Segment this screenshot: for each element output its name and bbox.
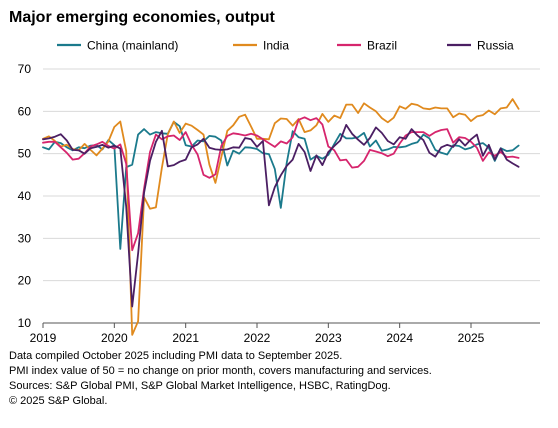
y-tick-label-30: 30 [18,231,32,245]
legend-item-russia: Russia [447,39,514,53]
x-tick-label-2025: 2025 [458,331,485,345]
series-lines [42,98,520,336]
footnote-sources: Sources: S&P Global PMI, S&P Global Mark… [9,380,391,392]
legend-item-brazil: Brazil [337,39,397,53]
y-tick-label-60: 60 [18,104,32,118]
legend-label: China (mainland) [87,39,178,53]
gridlines [43,68,540,282]
x-tick-label-2020: 2020 [101,331,128,345]
y-tick-label-70: 70 [18,62,32,76]
x-axis-ticks: 2019 2020 2021 2022 2023 2024 2025 [30,322,540,345]
footnotes: Data compiled October 2025 including PMI… [9,349,432,409]
series-line-russia [42,124,520,308]
footnote-copyright: © 2025 S&P Global. [9,395,108,407]
series-line-india [42,98,520,336]
footnote-data-compiled: Data compiled October 2025 including PMI… [9,350,343,362]
legend-label: Brazil [367,39,397,53]
legend-item-india: India [233,39,289,53]
x-tick-label-2024: 2024 [386,331,413,345]
x-tick-label-2019: 2019 [30,331,57,345]
series-line-brazil [42,116,520,252]
y-tick-label-10: 10 [18,316,32,330]
legend-item-china-mainland: China (mainland) [57,39,178,53]
y-axis-ticks: 10 20 30 40 50 60 70 [18,62,32,330]
legend: China (mainland) India Brazil Russia [57,39,514,53]
legend-label: Russia [477,39,514,53]
x-tick-label-2022: 2022 [244,331,271,345]
y-tick-label-40: 40 [18,189,32,203]
y-tick-label-50: 50 [18,147,32,161]
y-tick-label-20: 20 [18,274,32,288]
legend-label: India [263,39,289,53]
chart-title: Major emerging economies, output [9,9,275,26]
x-tick-label-2021: 2021 [172,331,199,345]
x-tick-label-2023: 2023 [315,331,342,345]
footnote-pmi-definition: PMI index value of 50 = no change on pri… [9,365,432,377]
